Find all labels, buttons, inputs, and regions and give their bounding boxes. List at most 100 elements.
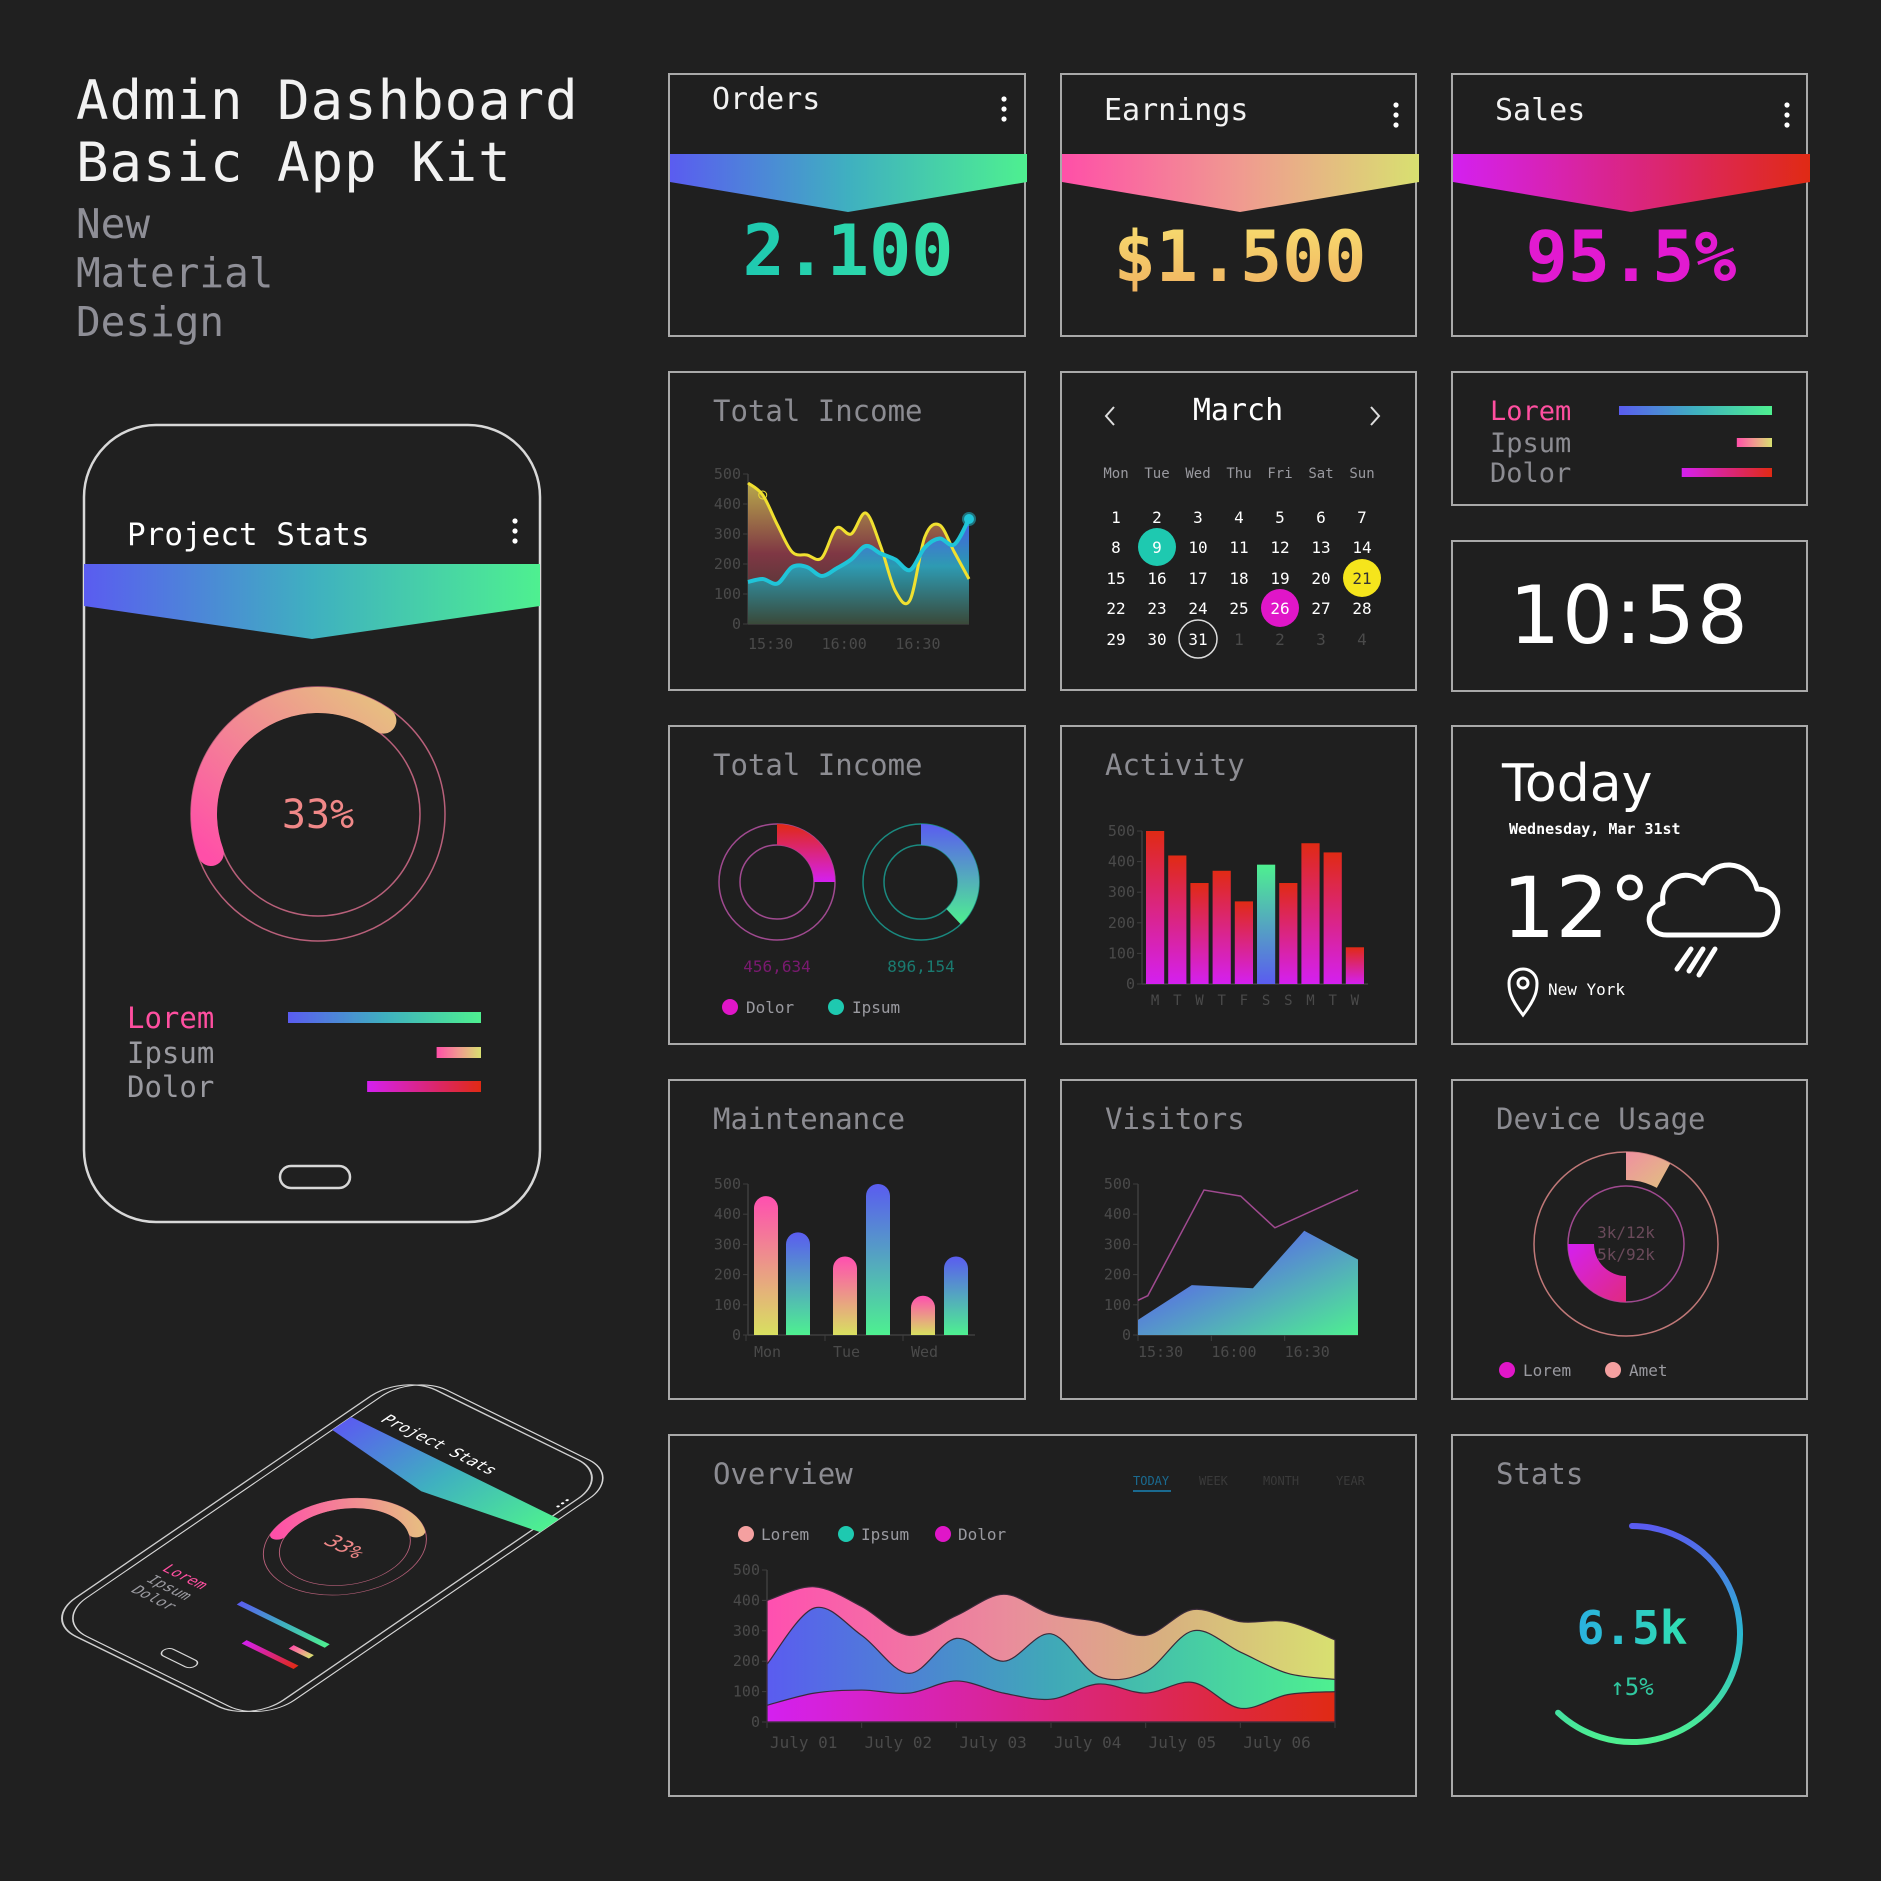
calendar-day[interactable]: 16 — [1147, 569, 1166, 588]
calendar-day[interactable]: 20 — [1311, 569, 1330, 588]
calendar-day-next-month[interactable]: 1 — [1234, 630, 1244, 649]
data-point — [962, 512, 976, 526]
x-tick-label: W — [1195, 993, 1204, 1009]
day-highlight — [1138, 528, 1176, 566]
calendar-day[interactable]: 28 — [1352, 599, 1371, 618]
calendar-day[interactable]: 1 — [1111, 508, 1121, 527]
card-title: Activity — [1105, 748, 1245, 782]
today-ring — [1178, 619, 1218, 659]
calendar-day[interactable]: 27 — [1311, 599, 1330, 618]
weekday-label: Fri — [1267, 466, 1292, 482]
legend-bar — [1681, 468, 1772, 477]
calendar-day[interactable]: 10 — [1188, 538, 1207, 557]
card-title: Maintenance — [713, 1102, 905, 1136]
home-button[interactable] — [278, 1164, 352, 1190]
calendar-day[interactable]: 18 — [1229, 569, 1248, 588]
x-tick-label: S — [1284, 993, 1292, 1009]
x-tick-label: Mon — [754, 1343, 781, 1361]
dot — [512, 518, 518, 524]
page-title: Admin Dashboard Basic App Kit — [76, 70, 579, 194]
stat-card-value: $1.500 — [1114, 216, 1367, 298]
calendar-card: March Mon Tue Wed Thu Fri Sat Sun 1 2 3 4 5 6 7 8 9 10 11 1… — [1060, 371, 1417, 691]
weekday-label: Wed — [1185, 466, 1210, 482]
calendar-day[interactable]: 19 — [1270, 569, 1289, 588]
donut-ring-inner — [883, 844, 959, 920]
calendar-day[interactable]: 5 — [1275, 508, 1285, 527]
y-tick-label: 200 — [714, 555, 741, 573]
legend-dot — [838, 1526, 854, 1542]
chevron-right-icon[interactable] — [1370, 406, 1381, 426]
more-vertical-icon[interactable] — [1784, 102, 1790, 128]
calendar-day[interactable]: 8 — [1111, 538, 1121, 557]
x-tick-label: Tue — [833, 1343, 860, 1361]
dot — [1001, 96, 1007, 102]
total-income-area-card: Total Income 0 100 200 300 400 500 15:30 16:00 16… — [668, 371, 1026, 691]
calendar-day[interactable]: 14 — [1352, 538, 1371, 557]
card-title: Stats — [1496, 1457, 1583, 1491]
device-usage-card: Device Usage 3k/12k 5k/92k Lorem Amet — [1451, 1079, 1808, 1400]
calendar-day[interactable]: 23 — [1147, 599, 1166, 618]
more-vertical-icon[interactable] — [512, 518, 518, 544]
card-title: Device Usage — [1496, 1102, 1706, 1136]
calendar-day[interactable]: 30 — [1147, 630, 1166, 649]
tab-today[interactable]: TODAY — [1133, 1474, 1170, 1488]
weather-card: Today Wednesday, Mar 31st 12° New York — [1451, 725, 1808, 1045]
subtitle-line: Design — [76, 298, 225, 346]
earnings-card[interactable]: Earnings $1.500 — [1060, 73, 1419, 337]
more-vertical-icon[interactable] — [1001, 96, 1007, 122]
tab-month[interactable]: MONTH — [1263, 1474, 1299, 1488]
dot — [1784, 102, 1790, 108]
legend-label: Dolor — [127, 1070, 214, 1104]
calendar-day[interactable]: 15 — [1106, 569, 1125, 588]
legend-label: Ipsum — [852, 998, 900, 1017]
y-tick-label: 500 — [1108, 822, 1135, 840]
calendar-day[interactable]: 9 — [1152, 538, 1162, 557]
legend-label: Dolor — [958, 1525, 1007, 1544]
calendar-day-next-month[interactable]: 3 — [1316, 630, 1326, 649]
calendar-day[interactable]: 22 — [1106, 599, 1125, 618]
tab-year[interactable]: YEAR — [1336, 1474, 1366, 1488]
calendar-day[interactable]: 25 — [1229, 599, 1248, 618]
calendar-day[interactable]: 13 — [1311, 538, 1330, 557]
stats-progress-arc — [1555, 1523, 1743, 1745]
chevron-left-icon[interactable] — [1104, 406, 1115, 426]
subtitle-line: Material — [76, 249, 274, 297]
calendar-day[interactable]: 7 — [1357, 508, 1367, 527]
calendar-day[interactable]: 24 — [1188, 599, 1207, 618]
weather-date: Wednesday, Mar 31st — [1509, 820, 1681, 838]
calendar-day[interactable]: 29 — [1106, 630, 1125, 649]
calendar-day[interactable]: 2 — [1152, 508, 1162, 527]
calendar-day-next-month[interactable]: 4 — [1357, 630, 1367, 649]
title-line-1: Admin Dashboard — [76, 69, 579, 132]
calendar-day[interactable]: 21 — [1352, 569, 1371, 588]
more-vertical-icon[interactable] — [556, 1499, 570, 1508]
home-button[interactable] — [158, 1647, 200, 1669]
y-tick-label: 400 — [714, 1205, 741, 1223]
x-tick-label: T — [1173, 993, 1182, 1009]
legend-dot — [1499, 1362, 1515, 1378]
calendar-day[interactable]: 12 — [1270, 538, 1289, 557]
clock-card: 10:58 — [1451, 540, 1808, 692]
calendar-day[interactable]: 4 — [1234, 508, 1244, 527]
x-tick-label: July 02 — [865, 1733, 932, 1752]
calendar-day[interactable]: 6 — [1316, 508, 1326, 527]
donut-segment — [921, 824, 979, 925]
calendar-day[interactable]: 17 — [1188, 569, 1207, 588]
weekday-label: Sat — [1308, 466, 1333, 482]
calendar-day-next-month[interactable]: 2 — [1275, 630, 1285, 649]
x-tick-label: M — [1306, 993, 1314, 1009]
data-point — [758, 490, 768, 500]
calendar-day[interactable]: 31 — [1188, 630, 1207, 649]
sales-card[interactable]: Sales 95.5% — [1451, 73, 1810, 337]
more-vertical-icon[interactable] — [1393, 102, 1399, 128]
tab-week[interactable]: WEEK — [1199, 1474, 1229, 1488]
orders-card[interactable]: Orders 2.100 — [668, 73, 1027, 337]
activity-bar — [1323, 852, 1342, 984]
calendar-day[interactable]: 26 — [1270, 599, 1289, 618]
calendar-day[interactable]: 11 — [1229, 538, 1248, 557]
legend-label: Ipsum — [127, 1036, 214, 1070]
calendar-day[interactable]: 3 — [1193, 508, 1203, 527]
stat-card-label: Earnings — [1104, 93, 1249, 128]
y-tick-label: 300 — [733, 1622, 760, 1640]
